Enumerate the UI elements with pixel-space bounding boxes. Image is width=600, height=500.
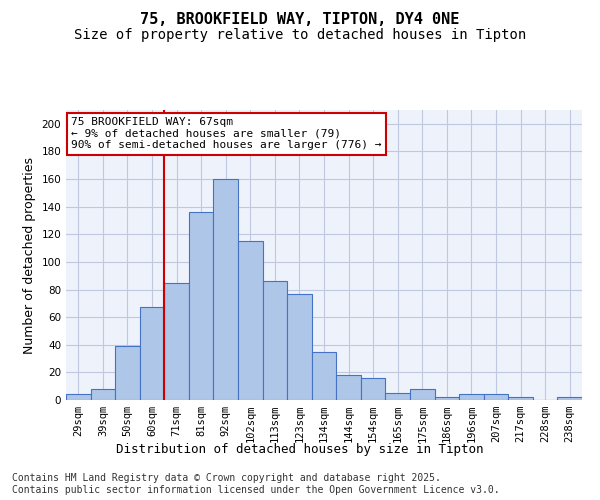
Bar — [238, 241, 263, 400]
Bar — [410, 389, 434, 400]
Bar — [140, 308, 164, 400]
Bar — [557, 397, 582, 400]
Bar — [484, 394, 508, 400]
Bar — [459, 394, 484, 400]
Bar — [336, 375, 361, 400]
Text: 75, BROOKFIELD WAY, TIPTON, DY4 0NE: 75, BROOKFIELD WAY, TIPTON, DY4 0NE — [140, 12, 460, 28]
Bar — [66, 394, 91, 400]
Bar — [508, 397, 533, 400]
Text: Size of property relative to detached houses in Tipton: Size of property relative to detached ho… — [74, 28, 526, 42]
Text: Distribution of detached houses by size in Tipton: Distribution of detached houses by size … — [116, 442, 484, 456]
Bar — [287, 294, 312, 400]
Bar — [91, 389, 115, 400]
Bar — [312, 352, 336, 400]
Text: Contains HM Land Registry data © Crown copyright and database right 2025.
Contai: Contains HM Land Registry data © Crown c… — [12, 474, 500, 495]
Bar — [189, 212, 214, 400]
Bar — [263, 281, 287, 400]
Text: 75 BROOKFIELD WAY: 67sqm
← 9% of detached houses are smaller (79)
90% of semi-de: 75 BROOKFIELD WAY: 67sqm ← 9% of detache… — [71, 117, 382, 150]
Bar — [164, 282, 189, 400]
Bar — [115, 346, 140, 400]
Bar — [385, 393, 410, 400]
Bar — [434, 397, 459, 400]
Bar — [214, 179, 238, 400]
Bar — [361, 378, 385, 400]
Y-axis label: Number of detached properties: Number of detached properties — [23, 156, 36, 354]
